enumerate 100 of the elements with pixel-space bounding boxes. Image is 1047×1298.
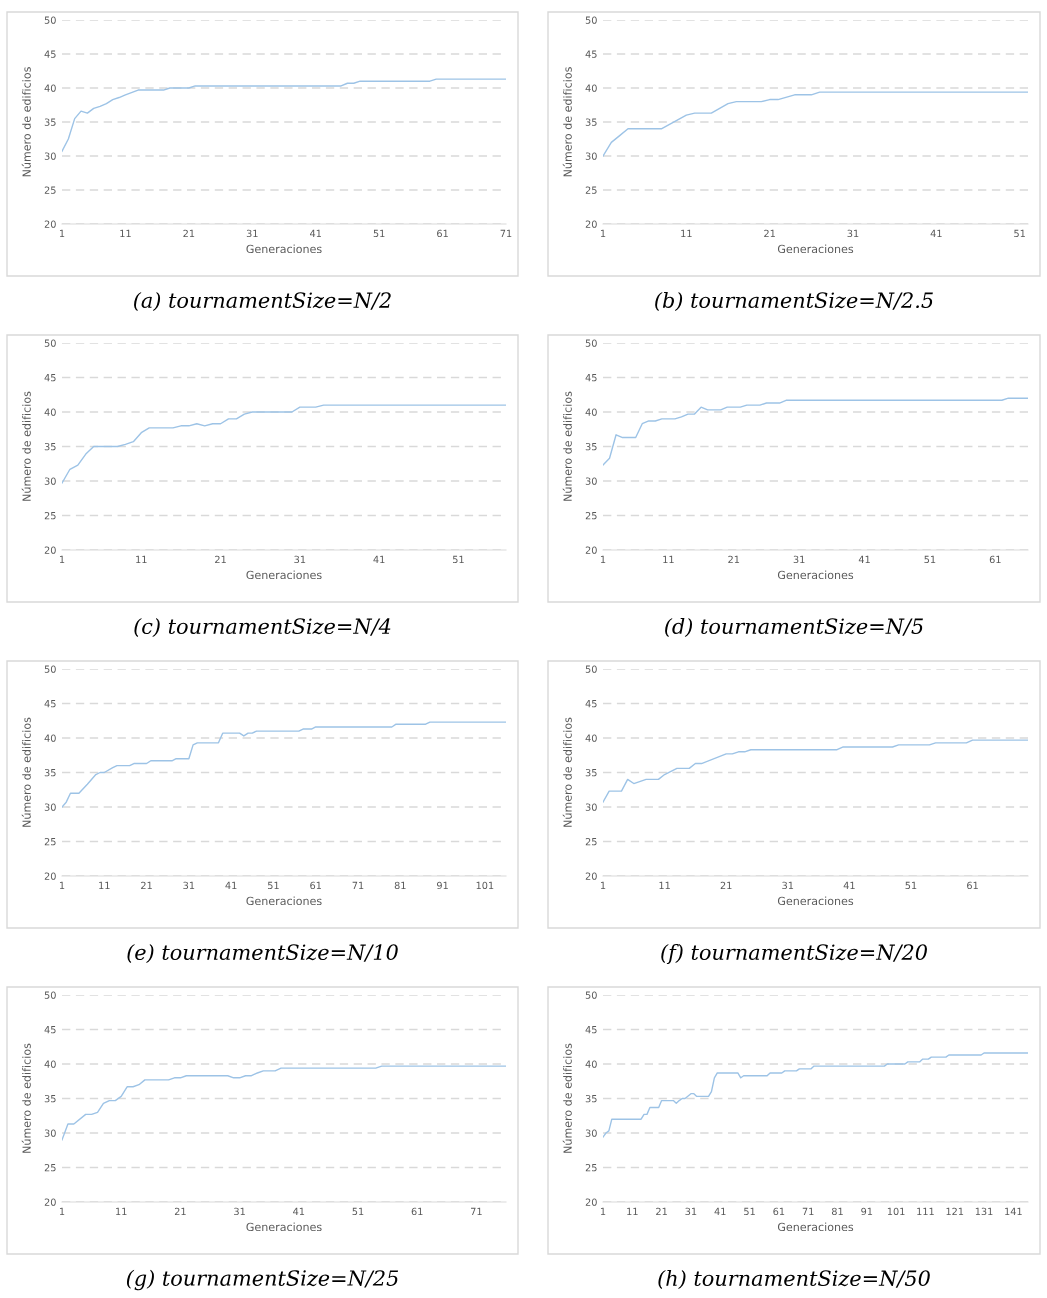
x-tick-label: 1 [600,1207,606,1215]
line-series [62,1065,506,1141]
x-tick-label: 71 [802,1207,814,1215]
y-tick-label: 20 [585,1198,597,1206]
y-tick-label: 50 [585,665,597,673]
x-tick-label: 81 [394,881,406,890]
y-tick-label: 45 [44,50,56,58]
y-tick-label: 50 [44,991,56,999]
line-series [603,1052,1028,1138]
y-tick-label: 45 [585,374,597,382]
y-tick-label: 20 [44,1198,56,1206]
y-tick-label: 35 [585,1094,597,1103]
y-tick-label: 40 [44,408,56,416]
x-tick-label: 21 [215,555,226,563]
x-tick-label: 1 [59,1207,65,1215]
x-tick-label: 91 [861,1207,873,1216]
line-series [62,721,506,808]
x-tick-label: 61 [989,555,1001,564]
y-tick-label: 30 [585,152,597,160]
text: (g) tournamentSize=N/25 [126,1269,399,1291]
x-tick-label: 121 [946,1207,964,1215]
x-tick-label: 11 [99,881,110,889]
x-tick-label: 1 [59,229,65,237]
x-axis-title: Generaciones [246,570,322,580]
x-tick-label: 41 [858,555,870,563]
x-tick-label: 61 [310,881,321,890]
y-tick-label: 50 [44,665,56,673]
x-tick-label: 51 [905,881,917,890]
y-tick-label: 25 [585,837,597,846]
y-tick-label: 50 [585,339,597,347]
x-tick-label: 101 [887,1207,905,1216]
y-tick-label: 45 [585,50,597,58]
x-tick-label: 71 [500,229,512,237]
x-tick-label: 11 [136,555,147,563]
y-tick-label: 35 [44,442,56,451]
x-tick-label: 1 [600,881,606,889]
y-tick-label: 25 [585,186,597,194]
x-tick-label: 61 [967,881,978,890]
y-tick-label: 40 [44,84,56,92]
y-tick-label: 40 [44,734,56,742]
x-tick-label: 71 [352,881,364,889]
y-tick-label: 40 [585,408,597,416]
x-tick-label: 1 [59,555,65,563]
y-tick-label: 50 [44,339,56,347]
y-tick-label: 20 [585,546,597,554]
x-tick-label: 11 [663,555,674,563]
x-tick-label: 21 [728,555,740,563]
y-tick-label: 45 [585,700,597,708]
y-tick-label: 40 [585,1060,597,1068]
y-tick-label: 35 [585,118,597,126]
x-tick-label: 11 [120,229,131,237]
x-tick-label: 11 [681,229,692,237]
x-tick-label: 51 [924,555,936,564]
x-tick-label: 11 [659,881,670,889]
x-tick-label: 31 [183,881,195,890]
y-axis-title: Número de edificios [21,1043,31,1153]
x-tick-label: 81 [831,1207,843,1216]
y-axis-title: Número de edificios [562,717,572,827]
y-tick-label: 45 [585,1026,597,1034]
x-tick-label: 1 [600,229,606,237]
y-tick-label: 40 [585,84,597,92]
x-tick-label: 1 [600,555,606,563]
x-axis-title: Generaciones [777,896,854,906]
y-tick-label: 25 [585,511,597,520]
x-tick-label: 51 [1014,229,1025,238]
x-tick-label: 31 [234,1207,245,1216]
y-tick-label: 30 [44,477,56,485]
x-tick-label: 131 [975,1207,993,1216]
line-series [62,404,506,484]
y-axis-title: Número de edificios [21,67,31,177]
x-tick-label: 91 [437,881,448,890]
x-tick-label: 51 [744,1207,755,1216]
y-tick-label: 35 [44,1094,56,1103]
x-axis-title: Generaciones [246,244,322,254]
x-tick-label: 11 [116,1207,127,1215]
x-tick-label: 21 [183,229,195,237]
x-tick-label: 61 [437,229,448,238]
x-tick-label: 141 [1005,1207,1022,1215]
y-tick-label: 25 [44,186,56,194]
y-axis-title: Número de edificios [21,717,31,827]
x-axis-title: Generaciones [777,570,854,580]
x-tick-label: 51 [267,881,279,890]
x-tick-label: 61 [411,1207,423,1216]
y-tick-label: 20 [585,220,597,228]
y-axis-title: Número de edificios [21,391,31,501]
x-tick-label: 21 [656,1207,667,1215]
y-axis-title: Número de edificios [562,67,572,177]
x-tick-label: 41 [714,1207,726,1215]
x-tick-label: 101 [476,881,494,890]
x-tick-label: 31 [294,555,306,564]
y-axis-title: Número de edificios [562,1043,572,1153]
y-tick-label: 50 [585,16,597,24]
y-tick-label: 35 [585,768,597,777]
x-tick-label: 41 [373,555,385,563]
text: (f) tournamentSize=N/20 [661,943,927,965]
line-series [603,397,1028,466]
y-tick-label: 20 [585,872,597,880]
x-tick-label: 1 [59,881,65,889]
x-tick-label: 21 [174,1207,186,1215]
y-tick-label: 30 [585,803,597,811]
